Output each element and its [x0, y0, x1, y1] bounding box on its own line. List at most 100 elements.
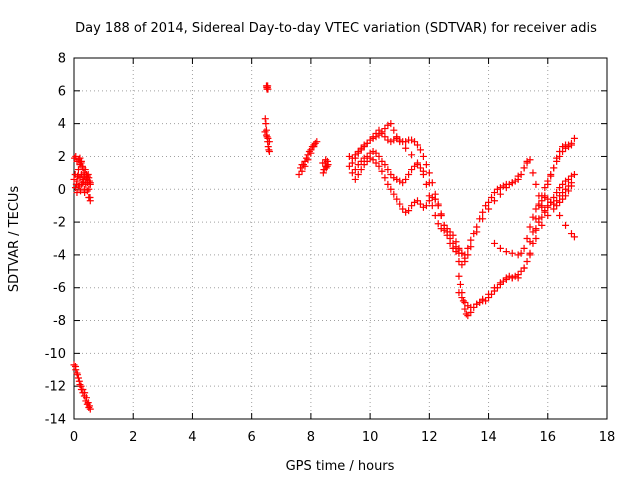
- y-tick-label: -4: [53, 248, 66, 263]
- data-point: [360, 154, 368, 162]
- data-point: [520, 264, 528, 272]
- data-point: [381, 125, 389, 133]
- data-point: [544, 203, 552, 211]
- data-point: [473, 300, 481, 308]
- data-point: [570, 134, 578, 142]
- data-point: [428, 193, 436, 201]
- data-point: [73, 177, 81, 185]
- data-point: [85, 404, 93, 412]
- data-point: [366, 154, 374, 162]
- y-tick-label: -6: [53, 281, 66, 296]
- data-point: [387, 138, 395, 146]
- data-point: [416, 146, 424, 154]
- y-tick-label: -2: [53, 216, 66, 231]
- data-point: [351, 166, 359, 174]
- data-point: [455, 249, 463, 257]
- data-point: [431, 195, 439, 203]
- data-point: [529, 228, 537, 236]
- data-point: [526, 249, 534, 257]
- data-point: [265, 138, 273, 146]
- data-point: [390, 190, 398, 198]
- y-tick-label: 6: [58, 84, 66, 99]
- data-point: [473, 223, 481, 231]
- data-point: [298, 161, 306, 169]
- data-point: [428, 202, 436, 210]
- data-point: [443, 231, 451, 239]
- data-point: [511, 177, 519, 185]
- data-point: [570, 171, 578, 179]
- data-point: [520, 244, 528, 252]
- data-point: [467, 236, 475, 244]
- chart-title: Day 188 of 2014, Sidereal Day-to-day VTE…: [75, 21, 597, 36]
- data-point: [80, 185, 88, 193]
- data-point: [553, 197, 561, 205]
- data-point: [425, 197, 433, 205]
- data-point: [311, 139, 319, 147]
- data-point: [490, 189, 498, 197]
- data-point: [82, 175, 90, 183]
- data-point: [381, 133, 389, 141]
- data-point: [496, 190, 504, 198]
- data-point: [393, 134, 401, 142]
- data-point: [485, 205, 493, 213]
- data-point: [360, 161, 368, 169]
- data-point: [375, 152, 383, 160]
- data-point: [556, 198, 564, 206]
- data-point: [550, 193, 558, 201]
- data-point: [363, 157, 371, 165]
- data-point: [440, 221, 448, 229]
- data-point: [443, 225, 451, 233]
- data-point: [408, 136, 416, 144]
- data-point: [322, 162, 330, 170]
- data-point: [532, 215, 540, 223]
- data-point: [70, 175, 78, 183]
- data-point: [538, 192, 546, 200]
- data-points: [70, 82, 578, 413]
- data-point: [488, 193, 496, 201]
- data-point: [550, 164, 558, 172]
- data-point: [369, 148, 377, 156]
- data-point: [458, 294, 466, 302]
- data-point: [511, 272, 519, 280]
- data-point: [83, 172, 91, 180]
- data-point: [556, 192, 564, 200]
- data-point: [464, 312, 472, 320]
- data-point: [363, 139, 371, 147]
- data-point: [485, 198, 493, 206]
- data-point: [490, 197, 498, 205]
- data-point: [77, 157, 85, 165]
- y-tick-label: -14: [45, 413, 66, 428]
- data-point: [455, 289, 463, 297]
- data-point: [372, 159, 380, 167]
- y-tick-label: 0: [58, 183, 66, 198]
- data-point: [375, 126, 383, 134]
- data-point: [71, 362, 79, 370]
- y-tick-label: 2: [58, 150, 66, 165]
- data-point: [402, 208, 410, 216]
- data-point: [384, 121, 392, 129]
- data-point: [77, 171, 85, 179]
- data-point: [413, 161, 421, 169]
- data-point: [553, 157, 561, 165]
- data-point: [532, 205, 540, 213]
- data-point: [262, 120, 270, 128]
- data-point: [422, 180, 430, 188]
- data-point: [467, 243, 475, 251]
- data-point: [562, 177, 570, 185]
- data-point: [357, 166, 365, 174]
- data-point: [462, 310, 470, 318]
- data-point: [265, 148, 273, 156]
- x-tick-label: 4: [188, 430, 196, 445]
- y-tick-label: -10: [45, 347, 66, 362]
- data-point: [517, 267, 525, 275]
- data-point: [529, 239, 537, 247]
- data-point: [567, 172, 575, 180]
- data-point: [369, 133, 377, 141]
- data-point: [482, 202, 490, 210]
- data-point: [550, 200, 558, 208]
- data-point: [461, 305, 469, 313]
- data-point: [570, 233, 578, 241]
- y-axis-title: SDTVAR / TECUs: [7, 186, 22, 293]
- x-tick-label: 0: [70, 430, 78, 445]
- data-point: [416, 200, 424, 208]
